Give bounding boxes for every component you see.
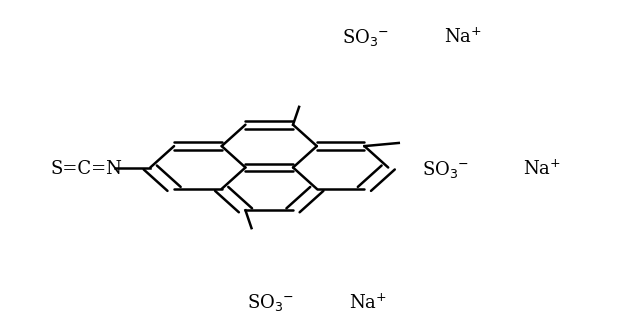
Text: SO$_3$$^{-}$: SO$_3$$^{-}$ — [422, 159, 468, 180]
Text: SO$_3$$^{-}$: SO$_3$$^{-}$ — [247, 292, 294, 313]
Text: Na$^{+}$: Na$^{+}$ — [444, 28, 482, 47]
Text: Na$^{+}$: Na$^{+}$ — [349, 293, 387, 312]
Text: Na$^{+}$: Na$^{+}$ — [523, 159, 561, 179]
Text: S=C=N: S=C=N — [51, 160, 122, 178]
Text: SO$_3$$^{-}$: SO$_3$$^{-}$ — [342, 27, 389, 48]
